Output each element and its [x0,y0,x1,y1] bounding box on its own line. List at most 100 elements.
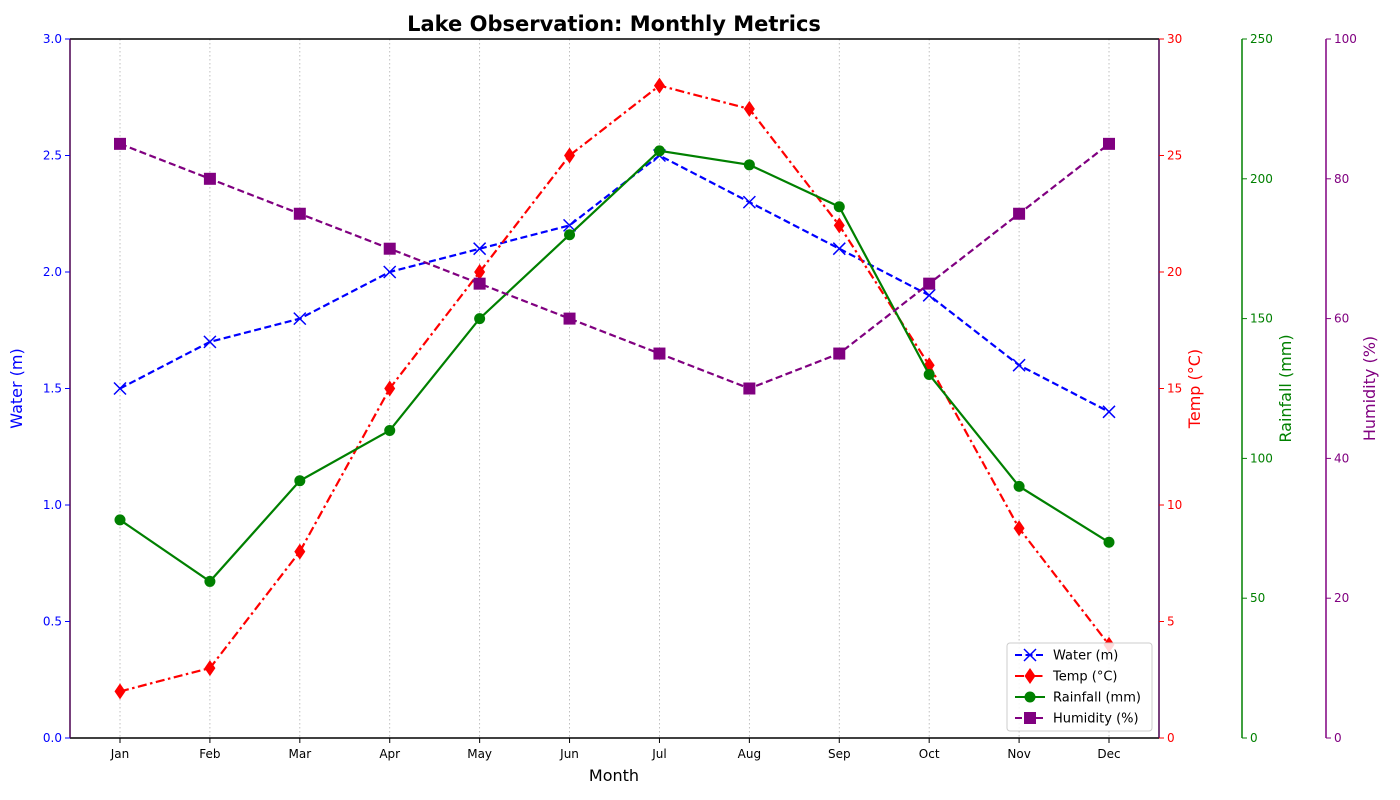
data-point-rain [1013,480,1025,492]
rain-tick-label: 50 [1250,591,1265,605]
hum-tick-label: 60 [1334,312,1349,326]
legend-box [1006,642,1153,732]
water-tick-label: 3.0 [43,32,62,46]
grid [119,39,1110,738]
data-point-temp [294,543,306,560]
data-point-rain [1103,536,1115,548]
temp-tick-label: 10 [1167,498,1182,512]
data-point-water [113,381,127,396]
series-water [113,148,1116,419]
legend-label: Temp (°C) [1052,670,1118,685]
data-point-temp [564,147,576,164]
rain-tick-label: 0 [1250,731,1258,745]
temp-tick-label: 5 [1167,615,1175,629]
series-line-water [119,154,1110,413]
data-point-rain [204,575,216,587]
data-point-temp [474,264,486,280]
temp-axis-label: Temp (°C) [1185,349,1204,429]
legend-marker-rain [1024,691,1036,703]
data-point-water [473,242,487,256]
rain-tick-label: 100 [1250,451,1273,465]
data-point-hum [923,277,936,290]
x-tick-label: Apr [379,747,400,761]
legend-label: Water (m) [1053,649,1118,664]
data-point-water [563,218,577,232]
data-point-rain [653,145,665,157]
data-point-rain [564,229,576,241]
data-point-hum [293,207,306,220]
legend-label: Humidity (%) [1053,712,1139,727]
x-tick-label: Oct [919,747,940,761]
data-point-rain [743,159,755,171]
data-point-hum [383,242,396,255]
legend-marker-hum [1024,712,1036,724]
data-point-hum [563,312,576,325]
data-point-rain [923,369,935,381]
data-point-water [1012,358,1026,372]
legend-entry-water: Water (m) [1015,648,1118,664]
hum-axis-label: Humidity (%) [1360,336,1379,441]
rain-axis-label: Rainfall (mm) [1276,334,1295,442]
data-point-hum [114,137,126,150]
data-point-temp [114,683,126,700]
legend-entry-hum: Humidity (%) [1015,712,1139,727]
series-line-temp [119,84,1110,693]
data-point-water [383,265,397,279]
data-point-hum [203,172,216,185]
data-point-water [922,288,936,302]
data-point-temp [1013,520,1025,537]
data-point-rain [474,313,486,325]
series-line-rain [119,149,1110,583]
data-point-temp [204,660,216,677]
temp-tick-label: 20 [1167,265,1182,279]
chart-title: Lake Observation: Monthly Metrics [407,12,821,36]
data-point-water [832,242,846,256]
temp-tick-label: 30 [1167,32,1182,46]
legend-marker-water [1023,648,1037,662]
water-tick-label: 2.0 [43,265,62,279]
hum-tick-label: 40 [1334,451,1349,465]
hum-tick-label: 0 [1334,731,1342,745]
water-tick-label: 1.0 [43,498,62,512]
temp-tick-label: 25 [1167,149,1182,163]
water-tick-label: 0.0 [43,731,62,745]
data-point-hum [743,382,756,395]
data-point-rain [384,424,396,436]
rain-tick-label: 250 [1250,32,1273,46]
data-point-water [1102,405,1116,419]
water-tick-label: 1.5 [43,382,62,396]
data-point-temp [653,77,665,94]
hum-tick-label: 80 [1334,172,1349,186]
x-tick-label: Aug [738,747,761,761]
rain-tick-label: 200 [1250,172,1273,186]
water-tick-label: 0.5 [43,615,62,629]
series-line-hum [119,142,1110,390]
data-point-rain [833,201,845,213]
series-layer [113,77,1116,700]
data-point-rain [114,514,126,526]
data-point-hum [653,347,666,360]
x-tick-label: May [467,747,492,761]
legend: Water (m) Temp (°C) Rainfall (mm) Humidity … [1006,642,1153,732]
x-tick-label: Nov [1007,747,1030,761]
data-point-temp [384,380,396,397]
data-point-temp [833,217,845,234]
data-point-hum [473,277,486,290]
temp-tick-label: 0 [1167,731,1175,745]
series-rain [114,145,1115,587]
water-tick-label: 2.5 [43,149,62,163]
rain-tick-label: 150 [1250,312,1273,326]
x-tick-label: Feb [199,747,220,761]
temp-tick-label: 15 [1167,382,1182,396]
data-point-temp [743,100,755,117]
data-point-hum [1103,137,1115,150]
x-tick-label: Jun [559,747,579,761]
x-tick-label: Jul [651,747,666,761]
x-tick-label: Mar [288,747,311,761]
legend-marker-temp [1024,668,1036,684]
x-axis-label: Month [589,766,639,785]
x-tick-label: Dec [1097,747,1120,761]
x-tick-label: Sep [828,747,851,761]
series-temp [114,77,1115,700]
